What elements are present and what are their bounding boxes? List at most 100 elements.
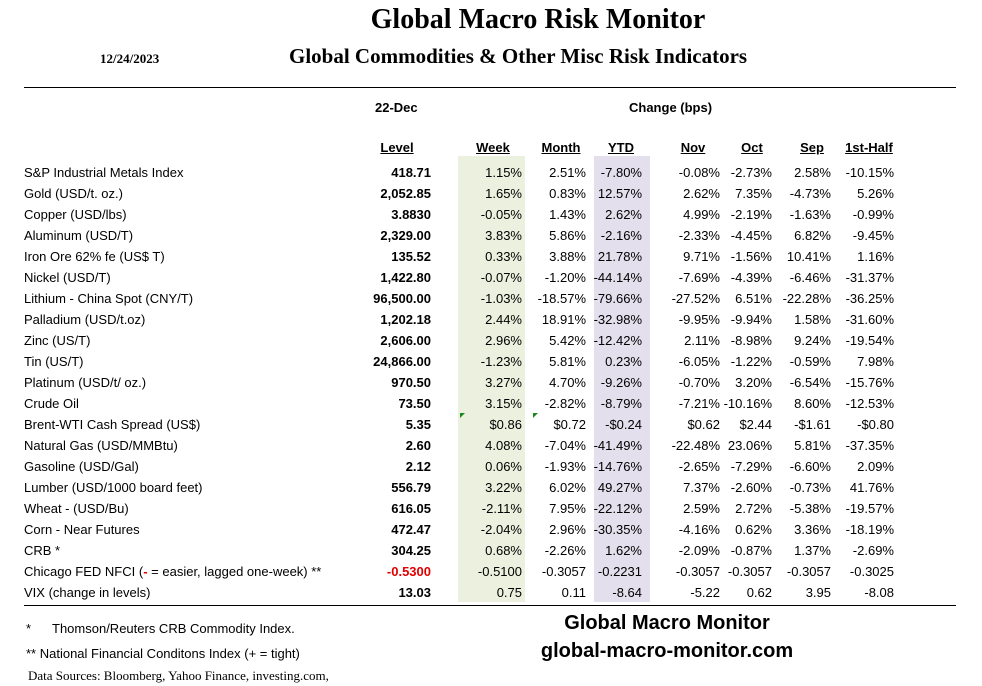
cell-month: $0.72 — [553, 417, 586, 432]
table-row: Zinc (US/T) 2,606.00 2.96% 5.42% -12.42% 2.11… — [0, 330, 982, 351]
row-label: Lithium - China Spot (CNY/T) — [24, 291, 194, 306]
cell-ytd: -7.80% — [600, 165, 642, 180]
ytd-column-shade — [594, 156, 650, 602]
row-label: Platinum (USD/t/ oz.) — [24, 375, 147, 390]
cell-oct: -2.60% — [730, 480, 772, 495]
cell-oct: -2.19% — [730, 207, 772, 222]
cell-level: 24,866.00 — [373, 354, 431, 369]
nfci-label-dash: - — [143, 564, 148, 579]
cell-level: -0.5300 — [386, 564, 431, 579]
cell-level: 13.03 — [398, 585, 431, 600]
cell-nov: -0.08% — [678, 165, 720, 180]
cell-week: 1.15% — [485, 165, 522, 180]
cell-nov: -22.48% — [671, 438, 720, 453]
cell-week: 3.83% — [485, 228, 522, 243]
table-row: Crude Oil 73.50 3.15% -2.82% -8.79% -7.21% -10… — [0, 393, 982, 414]
cell-month: -7.04% — [544, 438, 586, 453]
row-label: Crude Oil — [24, 396, 79, 411]
cell-month: 6.02% — [549, 480, 586, 495]
cell-level: 418.71 — [391, 165, 431, 180]
cell-month: 5.81% — [549, 354, 586, 369]
comment-marker-icon — [460, 413, 465, 418]
cell-oct: -1.56% — [730, 249, 772, 264]
cell-month: 7.95% — [549, 501, 586, 516]
col-header-ytd: YTD — [608, 140, 634, 155]
table-row: Wheat - (USD/Bu) 616.05 -2.11% 7.95% -22.12%… — [0, 498, 982, 519]
cell-oct: -2.73% — [730, 165, 772, 180]
nfci-label-pre: Chicago FED NFCI ( — [24, 564, 144, 579]
cell-nov: -4.16% — [678, 522, 720, 537]
cell-oct: -7.29% — [730, 459, 772, 474]
cell-half: -19.57% — [845, 501, 894, 516]
brand-url[interactable]: global-macro-monitor.com — [540, 640, 794, 662]
cell-level: 1,202.18 — [380, 312, 431, 327]
as-of-date: 22-Dec — [375, 100, 418, 115]
cell-week: -0.05% — [480, 207, 522, 222]
cell-half: -18.19% — [845, 522, 894, 537]
cell-nov: -0.70% — [678, 375, 720, 390]
cell-sep: -$1.61 — [794, 417, 831, 432]
row-label: Corn - Near Futures — [24, 522, 140, 537]
cell-sep: 5.81% — [794, 438, 831, 453]
cell-week: 3.27% — [485, 375, 522, 390]
cell-half: 1.16% — [857, 249, 894, 264]
brand-name: Global Macro Monitor — [564, 612, 770, 634]
cell-ytd: -14.76% — [593, 459, 642, 474]
cell-nov: 7.37% — [683, 480, 720, 495]
cell-oct: 6.51% — [735, 291, 772, 306]
cell-week: 3.22% — [485, 480, 522, 495]
cell-oct: 2.72% — [735, 501, 772, 516]
cell-level: 2.60 — [405, 438, 431, 453]
cell-ytd: 0.23% — [605, 354, 642, 369]
cell-sep: 2.58% — [794, 165, 831, 180]
table-row: Brent-WTI Cash Spread (US$) 5.35 $0.86 $0.7… — [0, 414, 982, 435]
comment-marker-icon — [533, 413, 538, 418]
cell-level: 2,052.85 — [380, 186, 431, 201]
cell-level: 3.8830 — [391, 207, 431, 222]
change-label: Change (bps) — [629, 100, 713, 115]
cell-sep: 3.36% — [794, 522, 831, 537]
cell-ytd: -8.79% — [600, 396, 642, 411]
table-row: Lumber (USD/1000 board feet) 556.79 3.22% 6… — [0, 477, 982, 498]
table-row: Chicago FED NFCI (- = easier, lagged one… — [0, 561, 982, 582]
cell-ytd: -44.14% — [593, 270, 642, 285]
cell-half: -2.69% — [852, 543, 894, 558]
cell-half: -19.54% — [845, 333, 894, 348]
cell-half: 2.09% — [857, 459, 894, 474]
cell-ytd: 1.62% — [605, 543, 642, 558]
cell-ytd: -41.49% — [593, 438, 642, 453]
cell-week: -0.5100 — [477, 564, 522, 579]
cell-ytd: -12.42% — [593, 333, 642, 348]
cell-ytd: 12.57% — [597, 186, 642, 201]
table-row: Tin (US/T) 24,866.00 -1.23% 5.81% 0.23% -6.05… — [0, 351, 982, 372]
cell-nov: -7.21% — [678, 396, 720, 411]
row-label: VIX (change in levels) — [24, 585, 151, 600]
cell-nov: -9.95% — [678, 312, 720, 327]
cell-half: 7.98% — [857, 354, 894, 369]
cell-oct: -0.87% — [730, 543, 772, 558]
report-title: Global Macro Risk Monitor — [370, 4, 706, 35]
cell-week: 0.68% — [485, 543, 522, 558]
cell-sep: 8.60% — [794, 396, 831, 411]
cell-oct: 3.20% — [735, 375, 772, 390]
cell-level: 556.79 — [391, 480, 431, 495]
cell-week: 2.44% — [485, 312, 522, 327]
data-sources: Data Sources: Bloomberg, Yahoo Finance, … — [28, 668, 329, 683]
cell-sep: 1.58% — [794, 312, 831, 327]
cell-ytd: 2.62% — [605, 207, 642, 222]
cell-month: 0.83% — [549, 186, 586, 201]
cell-ytd: -2.16% — [600, 228, 642, 243]
row-label: Zinc (US/T) — [24, 333, 91, 348]
row-label: Natural Gas (USD/MMBtu) — [24, 438, 178, 453]
cell-level: 96,500.00 — [373, 291, 431, 306]
cell-oct: 23.06% — [727, 438, 772, 453]
row-label: Brent-WTI Cash Spread (US$) — [24, 417, 201, 432]
cell-week: 4.08% — [485, 438, 522, 453]
cell-oct: 0.62% — [735, 522, 772, 537]
col-header-week: Week — [476, 140, 510, 155]
cell-nov: 2.59% — [683, 501, 720, 516]
cell-month: -18.57% — [537, 291, 586, 306]
table-row: Gasoline (USD/Gal) 2.12 0.06% -1.93% -14.76%… — [0, 456, 982, 477]
cell-half: -31.37% — [845, 270, 894, 285]
cell-level: 1,422.80 — [380, 270, 431, 285]
